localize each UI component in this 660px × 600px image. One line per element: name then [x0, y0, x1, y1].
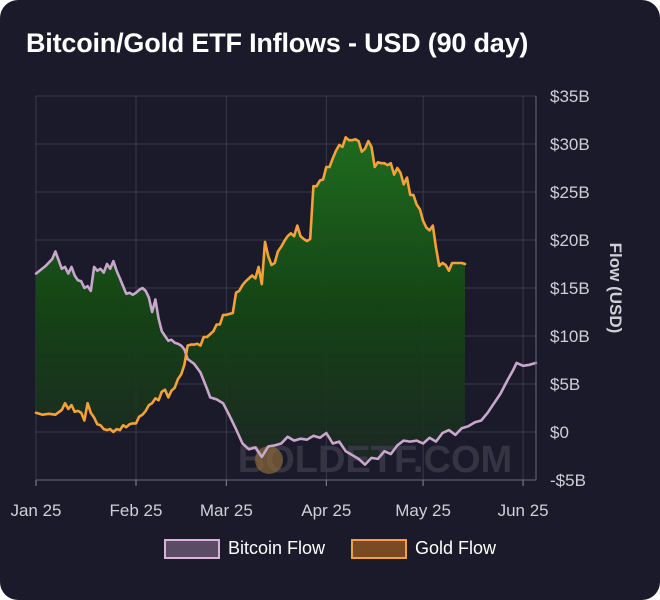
- legend-swatch-gold: [351, 538, 407, 559]
- watermark: BOLDETF.COM: [238, 439, 512, 481]
- y-tick-label: $25B: [550, 183, 590, 202]
- legend-swatch-bitcoin: [163, 538, 220, 559]
- legend-item-bitcoin[interactable]: Bitcoin Flow: [163, 538, 325, 559]
- x-tick-label: Mar 25: [200, 501, 253, 520]
- y-tick-label: $35B: [550, 87, 590, 106]
- y-tick-label: $0: [550, 423, 569, 442]
- x-tick-label: Apr 25: [301, 501, 351, 520]
- bitcoin-flow-line: [34, 250, 538, 466]
- between-series-fill: [36, 137, 465, 465]
- x-tick-label: Jan 25: [10, 501, 61, 520]
- axes: -$5B $0 $5B $10B $15B $20B $25B $30B $35B Jan 25 F…: [10, 87, 589, 520]
- series-lines: [34, 136, 538, 466]
- x-tick-label: Jun 25: [498, 501, 549, 520]
- area-fills: [36, 137, 465, 465]
- chart-title: Bitcoin/Gold ETF Inflows - USD (90 day): [26, 28, 529, 58]
- legend: Bitcoin Flow Gold Flow: [0, 538, 660, 559]
- y-tick-label: -$5B: [550, 471, 586, 490]
- x-tick-label: Feb 25: [110, 501, 163, 520]
- y-tick-label: $5B: [550, 375, 580, 394]
- x-tick-label: May 25: [395, 501, 451, 520]
- watermark-coin-icon: [255, 446, 283, 474]
- gold-flow-line: [34, 136, 467, 434]
- y-tick-label: $30B: [550, 135, 590, 154]
- legend-label-gold: Gold Flow: [415, 538, 497, 558]
- legend-item-gold[interactable]: Gold Flow: [351, 538, 496, 559]
- legend-label-bitcoin: Bitcoin Flow: [227, 538, 325, 558]
- y-tick-label: $20B: [550, 231, 590, 250]
- y-axis-label: Flow (USD): [606, 243, 625, 334]
- y-tick-label: $15B: [550, 279, 590, 298]
- y-tick-label: $10B: [550, 327, 590, 346]
